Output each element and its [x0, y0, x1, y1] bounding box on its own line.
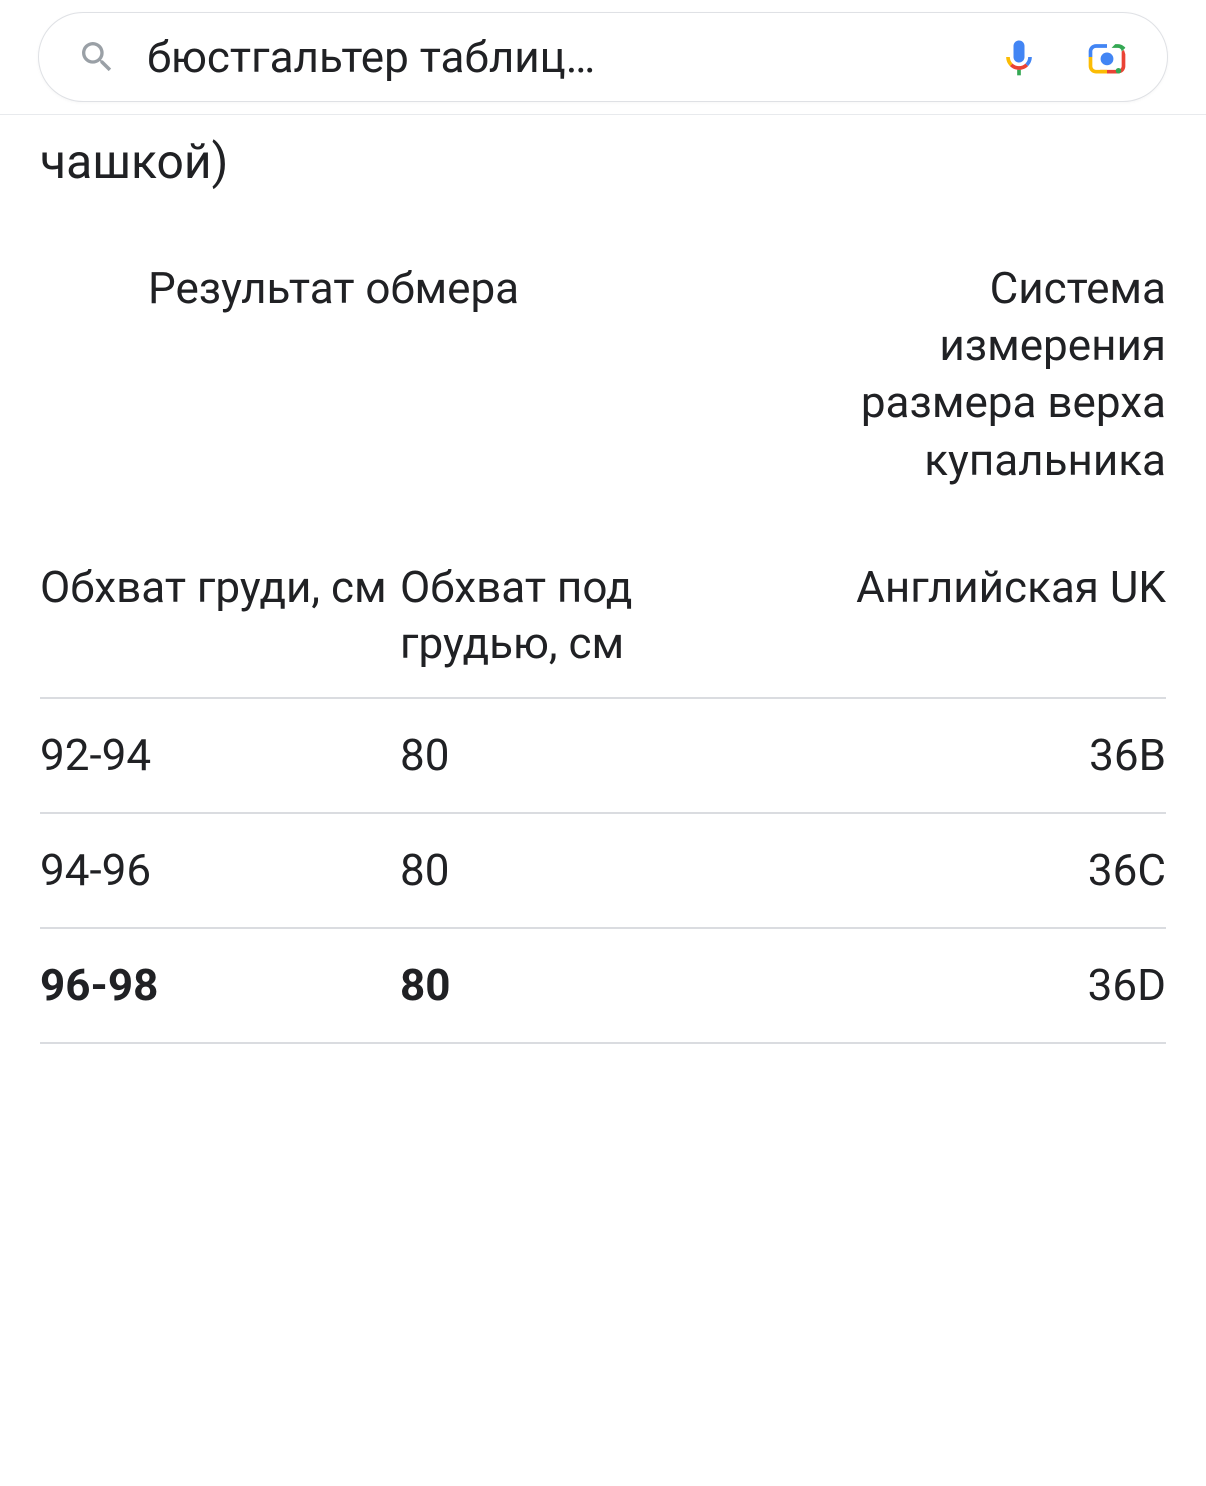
- size-table: Результат обмера Система измерения разме…: [40, 260, 1166, 1044]
- heading-fragment: чашкой): [40, 115, 1166, 260]
- search-bar-container: бюстгальтер таблиц…: [0, 0, 1206, 115]
- table-col-header-uk: Английская UK: [760, 559, 1166, 699]
- table-body: 92-94 80 36B 94-96 80 36C 96-98 80 36D: [40, 698, 1166, 1042]
- cell-bust: 96-98: [40, 928, 400, 1043]
- search-bar[interactable]: бюстгальтер таблиц…: [38, 12, 1168, 102]
- cell-uk: 36B: [760, 698, 1166, 813]
- cell-under: 80: [400, 698, 760, 813]
- table-header-group-2: Система измерения размера верха купальни…: [760, 260, 1166, 559]
- table-col-header-under: Обхват под грудью, см: [400, 559, 760, 699]
- cell-under: 80: [400, 928, 760, 1043]
- search-input[interactable]: бюстгальтер таблиц…: [147, 31, 969, 83]
- search-icon: [77, 37, 117, 77]
- table-header-group-row: Результат обмера Система измерения разме…: [40, 260, 1166, 559]
- cell-uk: 36C: [760, 813, 1166, 928]
- table-header-columns-row: Обхват груди, см Обхват под грудью, см А…: [40, 559, 1166, 699]
- table-col-header-bust: Обхват груди, см: [40, 559, 400, 699]
- mic-icon[interactable]: [997, 35, 1041, 79]
- table-header-group-1: Результат обмера: [40, 260, 760, 559]
- table-row: 96-98 80 36D: [40, 928, 1166, 1043]
- search-query-text: бюстгальтер таблиц…: [147, 31, 969, 83]
- table-row: 92-94 80 36B: [40, 698, 1166, 813]
- cell-uk: 36D: [760, 928, 1166, 1043]
- cell-under: 80: [400, 813, 760, 928]
- table-row: 94-96 80 36C: [40, 813, 1166, 928]
- lens-icon[interactable]: [1085, 35, 1129, 79]
- cell-bust: 92-94: [40, 698, 400, 813]
- cell-bust: 94-96: [40, 813, 400, 928]
- content-area: чашкой) Результат обмера Система измерен…: [0, 115, 1206, 1044]
